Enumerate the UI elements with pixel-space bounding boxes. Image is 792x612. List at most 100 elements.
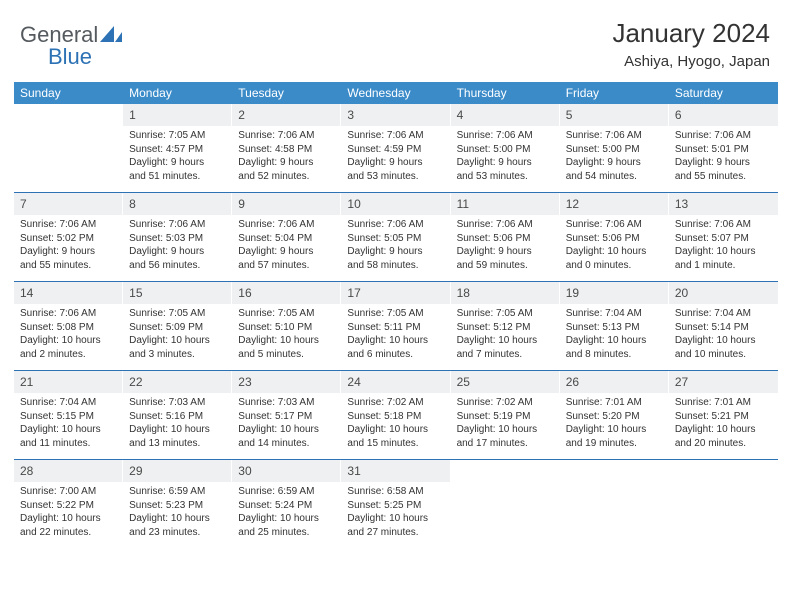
calendar-cell <box>451 460 560 548</box>
daylight-line2: and 27 minutes. <box>347 526 444 540</box>
calendar-cell: 21Sunrise: 7:04 AMSunset: 5:15 PMDayligh… <box>14 371 123 459</box>
sunset-text: Sunset: 5:18 PM <box>347 410 444 424</box>
sunset-text: Sunset: 4:57 PM <box>129 143 226 157</box>
sunrise-text: Sunrise: 7:02 AM <box>457 396 554 410</box>
day-number: 25 <box>451 371 560 393</box>
sunset-text: Sunset: 5:10 PM <box>238 321 335 335</box>
sunrise-text: Sunrise: 7:06 AM <box>457 218 554 232</box>
sunset-text: Sunset: 5:06 PM <box>566 232 663 246</box>
sunrise-text: Sunrise: 7:05 AM <box>457 307 554 321</box>
daylight-line1: Daylight: 9 hours <box>566 156 663 170</box>
sunrise-text: Sunrise: 7:03 AM <box>238 396 335 410</box>
sunrise-text: Sunrise: 7:03 AM <box>129 396 226 410</box>
daylight-line2: and 55 minutes. <box>675 170 772 184</box>
calendar-cell: 10 Sunrise: 7:06 AMSunset: 5:05 PMDayligh… <box>341 193 450 281</box>
day-number: 28 <box>14 460 123 482</box>
daylight-line1: Daylight: 10 hours <box>457 423 554 437</box>
daylight-line1: Daylight: 9 hours <box>347 245 444 259</box>
day-details: Sunrise: 7:06 AMSunset: 4:58 PMDaylight:… <box>232 126 341 189</box>
calendar-week: 7Sunrise: 7:06 AMSunset: 5:02 PMDaylight… <box>14 192 778 281</box>
day-details: Sunrise: 7:06 AMSunset: 5:06 PMDaylight:… <box>451 215 560 278</box>
daylight-line2: and 11 minutes. <box>20 437 117 451</box>
daylight-line1: Daylight: 10 hours <box>129 512 226 526</box>
day-details: Sunrise: 7:06 AMSunset: 5:00 PMDaylight:… <box>451 126 560 189</box>
sunrise-text: Sunrise: 7:06 AM <box>675 218 772 232</box>
day-details: Sunrise: 7:06 AMSunset: 5:04 PMDaylight:… <box>232 215 341 278</box>
day-details: Sunrise: 7:05 AMSunset: 5:11 PMDaylight:… <box>341 304 450 367</box>
calendar-cell: 14Sunrise: 7:06 AMSunset: 5:08 PMDayligh… <box>14 282 123 370</box>
day-details: Sunrise: 7:06 AMSunset: 5:01 PMDaylight:… <box>669 126 778 189</box>
daylight-line2: and 23 minutes. <box>129 526 226 540</box>
day-number: 27 <box>669 371 778 393</box>
day-details: Sunrise: 7:05 AMSunset: 5:12 PMDaylight:… <box>451 304 560 367</box>
day-number: 15 <box>123 282 232 304</box>
sunset-text: Sunset: 5:05 PM <box>347 232 444 246</box>
daylight-line2: and 10 minutes. <box>675 348 772 362</box>
calendar-cell: 3Sunrise: 7:06 AMSunset: 4:59 PMDaylight… <box>341 104 450 192</box>
daylight-line1: Daylight: 10 hours <box>347 423 444 437</box>
day-number: 26 <box>560 371 669 393</box>
daylight-line2: and 8 minutes. <box>566 348 663 362</box>
daylight-line1: Daylight: 10 hours <box>238 423 335 437</box>
day-details: Sunrise: 6:59 AMSunset: 5:24 PMDaylight:… <box>232 482 341 545</box>
weekday-header: Sunday <box>14 82 123 104</box>
day-number <box>14 104 123 126</box>
sunrise-text: Sunrise: 7:06 AM <box>347 129 444 143</box>
calendar-cell: 31Sunrise: 6:58 AMSunset: 5:25 PMDayligh… <box>341 460 450 548</box>
day-details: Sunrise: 7:04 AMSunset: 5:13 PMDaylight:… <box>560 304 669 367</box>
sunrise-text: Sunrise: 6:59 AM <box>238 485 335 499</box>
sunset-text: Sunset: 5:06 PM <box>457 232 554 246</box>
daylight-line2: and 52 minutes. <box>238 170 335 184</box>
daylight-line2: and 58 minutes. <box>347 259 444 273</box>
daylight-line2: and 22 minutes. <box>20 526 117 540</box>
sunset-text: Sunset: 5:25 PM <box>347 499 444 513</box>
calendar-cell: 29Sunrise: 6:59 AMSunset: 5:23 PMDayligh… <box>123 460 232 548</box>
sunset-text: Sunset: 5:14 PM <box>675 321 772 335</box>
calendar-cell <box>669 460 778 548</box>
calendar-cell: 30Sunrise: 6:59 AMSunset: 5:24 PMDayligh… <box>232 460 341 548</box>
sunset-text: Sunset: 5:17 PM <box>238 410 335 424</box>
day-details: Sunrise: 7:06 AMSunset: 5:00 PMDaylight:… <box>560 126 669 189</box>
sunrise-text: Sunrise: 7:06 AM <box>20 218 117 232</box>
daylight-line1: Daylight: 10 hours <box>457 334 554 348</box>
sunset-text: Sunset: 4:59 PM <box>347 143 444 157</box>
daylight-line2: and 7 minutes. <box>457 348 554 362</box>
sunset-text: Sunset: 5:13 PM <box>566 321 663 335</box>
day-number <box>560 460 669 482</box>
day-details: Sunrise: 6:58 AMSunset: 5:25 PMDaylight:… <box>341 482 450 545</box>
calendar-cell: 27Sunrise: 7:01 AMSunset: 5:21 PMDayligh… <box>669 371 778 459</box>
daylight-line2: and 57 minutes. <box>238 259 335 273</box>
day-details: Sunrise: 7:06 AMSunset: 5:08 PMDaylight:… <box>14 304 123 367</box>
daylight-line2: and 3 minutes. <box>129 348 226 362</box>
daylight-line1: Daylight: 10 hours <box>675 334 772 348</box>
sunset-text: Sunset: 5:12 PM <box>457 321 554 335</box>
sunrise-text: Sunrise: 7:05 AM <box>129 307 226 321</box>
daylight-line2: and 1 minute. <box>675 259 772 273</box>
calendar-cell: 17Sunrise: 7:05 AMSunset: 5:11 PMDayligh… <box>341 282 450 370</box>
day-number: 4 <box>451 104 560 126</box>
sunset-text: Sunset: 5:15 PM <box>20 410 117 424</box>
day-number: 10 <box>341 193 450 215</box>
day-number: 18 <box>451 282 560 304</box>
daylight-line2: and 25 minutes. <box>238 526 335 540</box>
calendar-cell: 15Sunrise: 7:05 AMSunset: 5:09 PMDayligh… <box>123 282 232 370</box>
calendar-week: 28Sunrise: 7:00 AMSunset: 5:22 PMDayligh… <box>14 459 778 548</box>
daylight-line1: Daylight: 10 hours <box>566 423 663 437</box>
sunset-text: Sunset: 5:03 PM <box>129 232 226 246</box>
calendar-cell <box>560 460 669 548</box>
day-details: Sunrise: 7:03 AMSunset: 5:16 PMDaylight:… <box>123 393 232 456</box>
day-number: 16 <box>232 282 341 304</box>
sunrise-text: Sunrise: 7:06 AM <box>347 218 444 232</box>
daylight-line1: Daylight: 9 hours <box>20 245 117 259</box>
calendar-cell: 12Sunrise: 7:06 AMSunset: 5:06 PMDayligh… <box>560 193 669 281</box>
calendar-week: 21Sunrise: 7:04 AMSunset: 5:15 PMDayligh… <box>14 370 778 459</box>
daylight-line1: Daylight: 9 hours <box>129 245 226 259</box>
calendar-cell: 8Sunrise: 7:06 AMSunset: 5:03 PMDaylight… <box>123 193 232 281</box>
day-number: 30 <box>232 460 341 482</box>
sunrise-text: Sunrise: 7:05 AM <box>238 307 335 321</box>
sunset-text: Sunset: 5:20 PM <box>566 410 663 424</box>
weekday-header: Wednesday <box>341 82 450 104</box>
sunrise-text: Sunrise: 7:06 AM <box>129 218 226 232</box>
sunrise-text: Sunrise: 7:01 AM <box>566 396 663 410</box>
daylight-line1: Daylight: 9 hours <box>347 156 444 170</box>
